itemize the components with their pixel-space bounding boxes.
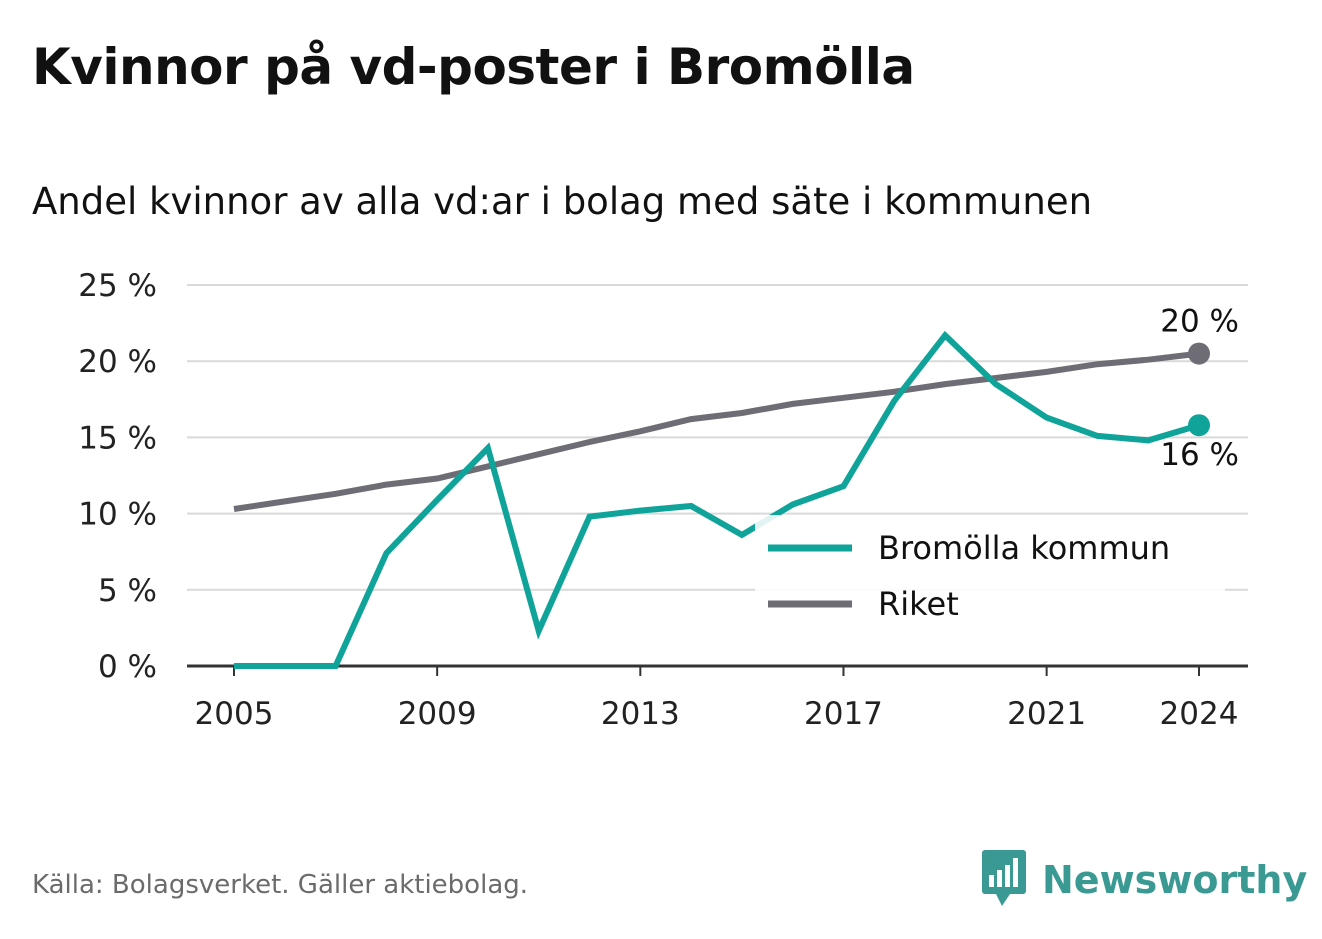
- y-tick-label: 0 %: [98, 649, 157, 685]
- legend-background: [755, 515, 1225, 635]
- end-label-bromolla: 16 %: [1160, 437, 1239, 473]
- legend-label-riket: Riket: [878, 585, 959, 623]
- y-tick-label: 25 %: [78, 268, 157, 304]
- y-tick-label: 20 %: [78, 344, 157, 380]
- end-labels: 16 % 20 %: [1157, 301, 1242, 477]
- legend: Bromölla kommun Riket: [755, 515, 1225, 635]
- source-note: Källa: Bolagsverket. Gäller aktiebolag.: [32, 870, 529, 900]
- series-lines: [233, 330, 1210, 669]
- y-tick-label: 15 %: [78, 420, 157, 456]
- line-chart: 0 %5 %10 %15 %20 %25 % 2005 2009 2013 2017 2…: [78, 268, 1248, 732]
- y-tick-label: 10 %: [78, 497, 157, 533]
- end-point-bromolla: [1188, 414, 1210, 437]
- brand-name: Newsworthy: [1042, 858, 1308, 902]
- chart-subtitle: Andel kvinnor av alla vd:ar i bolag med …: [32, 180, 1093, 223]
- chart-title: Kvinnor på vd-poster i Bromölla: [32, 38, 915, 96]
- y-axis-ticks: 0 % 5 % 10 % 15 % 20 % 25 %: [78, 268, 157, 685]
- x-tick-label: 2024: [1160, 696, 1239, 732]
- series-line-riket: [233, 350, 1200, 512]
- brand-logo[interactable]: Newsworthy: [980, 848, 1307, 912]
- x-axis-ticks: 2005 2009 2013 2017 2021 2024: [195, 666, 1239, 732]
- x-tick-label: 2013: [601, 696, 680, 732]
- end-label-riket: 20 %: [1160, 304, 1239, 340]
- newsworthy-logo-icon: [980, 848, 1028, 912]
- x-tick-label: 2005: [195, 696, 274, 732]
- x-tick-label: 2021: [1007, 696, 1086, 732]
- end-point-riket: [1188, 342, 1210, 365]
- x-tick-label: 2017: [804, 696, 883, 732]
- x-tick-label: 2009: [398, 696, 477, 732]
- grid-lines: [187, 284, 1248, 668]
- y-tick-label: 5 %: [98, 573, 157, 609]
- series-line-bromolla: [234, 330, 1200, 669]
- legend-label-bromolla: Bromölla kommun: [878, 529, 1170, 567]
